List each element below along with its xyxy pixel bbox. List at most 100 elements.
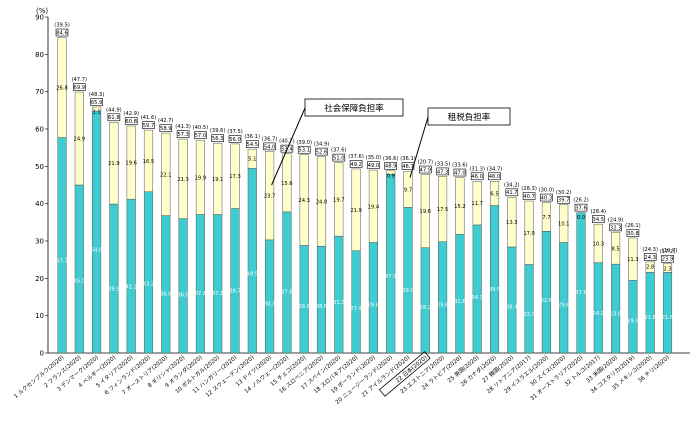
tax-value-label: 17.3 — [229, 174, 241, 180]
bar-social-security — [265, 239, 275, 354]
bar-tax — [420, 174, 430, 248]
total-value-box — [609, 223, 622, 232]
total-value-label: 65.9 — [91, 100, 103, 106]
bar-tax — [507, 197, 517, 248]
total-value-box — [574, 203, 588, 212]
top-parenthesized-label: (36.7) — [262, 136, 278, 142]
tax-value-label: 7.7 — [542, 215, 550, 221]
total-value-label: 47.0 — [454, 170, 466, 176]
bar-tax — [92, 106, 102, 112]
total-value-label: 46.0 — [471, 174, 483, 180]
total-value-box — [591, 215, 605, 223]
tax-value-label: 1.1 — [92, 109, 100, 115]
total-value-box — [488, 172, 501, 181]
bar-social-security — [230, 208, 240, 354]
bar-tax — [213, 142, 223, 215]
social-security-value-label: 47.9 — [385, 274, 397, 280]
top-parenthesized-label: (41.3) — [175, 124, 191, 130]
social-security-value-label: 23.8 — [610, 312, 622, 318]
social-security-value-label: 43.2 — [143, 281, 155, 287]
top-parenthesized-label: (24.3) — [642, 247, 658, 253]
total-value-box — [55, 28, 69, 37]
top-parenthesized-label: (26.2) — [573, 198, 589, 204]
bar-social-security — [109, 203, 119, 354]
total-value-box — [124, 117, 138, 125]
y-tick-label: 30 — [35, 238, 44, 246]
social-security-value-label: 31.3 — [333, 300, 345, 306]
total-value-label: 61.8 — [108, 115, 120, 121]
tax-value-label: 21.3 — [177, 177, 189, 183]
callout-box-tax — [427, 107, 511, 126]
top-parenthesized-label: (20.7) — [417, 160, 433, 166]
social-security-value-label: 24.2 — [593, 311, 605, 317]
bar-tax — [472, 181, 482, 226]
bar-social-security — [455, 234, 465, 354]
total-value-box — [159, 124, 173, 132]
total-value-label: 41.7 — [506, 190, 518, 196]
bar-social-security — [507, 246, 517, 354]
top-parenthesized-label: (36.6) — [383, 156, 399, 162]
total-value-box — [367, 161, 380, 169]
tax-value-label: 8.5 — [611, 246, 619, 252]
total-value-label: 54.5 — [247, 142, 259, 148]
bar-social-security — [386, 173, 396, 354]
total-value-box — [401, 162, 415, 170]
total-value-box — [194, 131, 207, 139]
social-security-value-label: 31.8 — [454, 299, 466, 305]
callout-social-security: 社会保障負担率 — [324, 103, 384, 114]
social-security-value-label: 39.5 — [489, 287, 501, 293]
total-value-label: 23.9 — [662, 257, 674, 263]
top-parenthesized-label: (35.0) — [366, 155, 382, 161]
top-parenthesized-label: (24.9) — [608, 217, 624, 223]
tax-value-label: 0.9 — [387, 173, 395, 179]
total-value-label: 54.0 — [264, 144, 276, 150]
tax-value-label: 17.5 — [437, 207, 449, 213]
bar-tax — [195, 139, 205, 215]
tax-value-label: 15.2 — [454, 204, 466, 210]
top-parenthesized-label: (33.6) — [452, 163, 468, 169]
callout-box-social-security — [304, 98, 404, 117]
tax-value-label: 2.3 — [663, 266, 671, 272]
tax-value-label: 5.1 — [248, 157, 256, 163]
total-value-label: 56.0 — [229, 137, 241, 143]
tax-value-label: 24.0 — [316, 199, 328, 205]
tax-value-label: 0.0 — [577, 215, 585, 221]
bar-tax — [403, 170, 413, 208]
social-security-value-label: 19.5 — [627, 318, 639, 324]
social-security-value-label: 29.6 — [368, 303, 380, 309]
tax-value-label: 24.3 — [298, 198, 310, 204]
social-security-value-label: 28.6 — [316, 304, 328, 310]
bar-tax — [455, 177, 465, 235]
top-parenthesized-label: (34.7) — [487, 166, 503, 172]
total-value-label: 52.6 — [316, 150, 328, 156]
bar-social-security — [247, 167, 257, 354]
bar-tax — [316, 156, 327, 247]
bar-tax — [645, 261, 655, 273]
total-value-box — [107, 113, 121, 122]
total-value-box — [505, 188, 519, 197]
y-tick-label: 80 — [35, 51, 44, 59]
top-parenthesized-label: (37.6) — [348, 154, 364, 160]
total-value-label: 47.3 — [437, 169, 449, 175]
bar-social-security — [57, 137, 67, 354]
bar-social-security — [92, 110, 102, 354]
y-tick-label: 0 — [40, 350, 44, 358]
tax-value-label: 15.6 — [281, 181, 293, 187]
callout-leader-line-social-security — [271, 107, 306, 186]
social-security-value-label: 37.6 — [575, 290, 587, 296]
total-value-box — [349, 160, 363, 168]
social-security-value-label: 28.2 — [420, 305, 432, 311]
bar-tax — [489, 181, 500, 206]
bar-social-security — [524, 264, 534, 354]
total-value-label: 56.3 — [212, 136, 224, 142]
bar-tax — [541, 202, 551, 232]
bar-tax — [57, 37, 67, 138]
total-value-label: 69.9 — [74, 85, 86, 91]
tax-value-label: 19.1 — [212, 177, 224, 183]
bar-tax — [368, 169, 378, 243]
social-security-value-label: 21.6 — [662, 315, 674, 321]
total-value-label: 30.8 — [627, 231, 639, 237]
y-tick-label: 50 — [35, 163, 44, 171]
total-value-label: 39.7 — [558, 198, 570, 204]
social-security-value-label: 27.4 — [350, 306, 362, 312]
